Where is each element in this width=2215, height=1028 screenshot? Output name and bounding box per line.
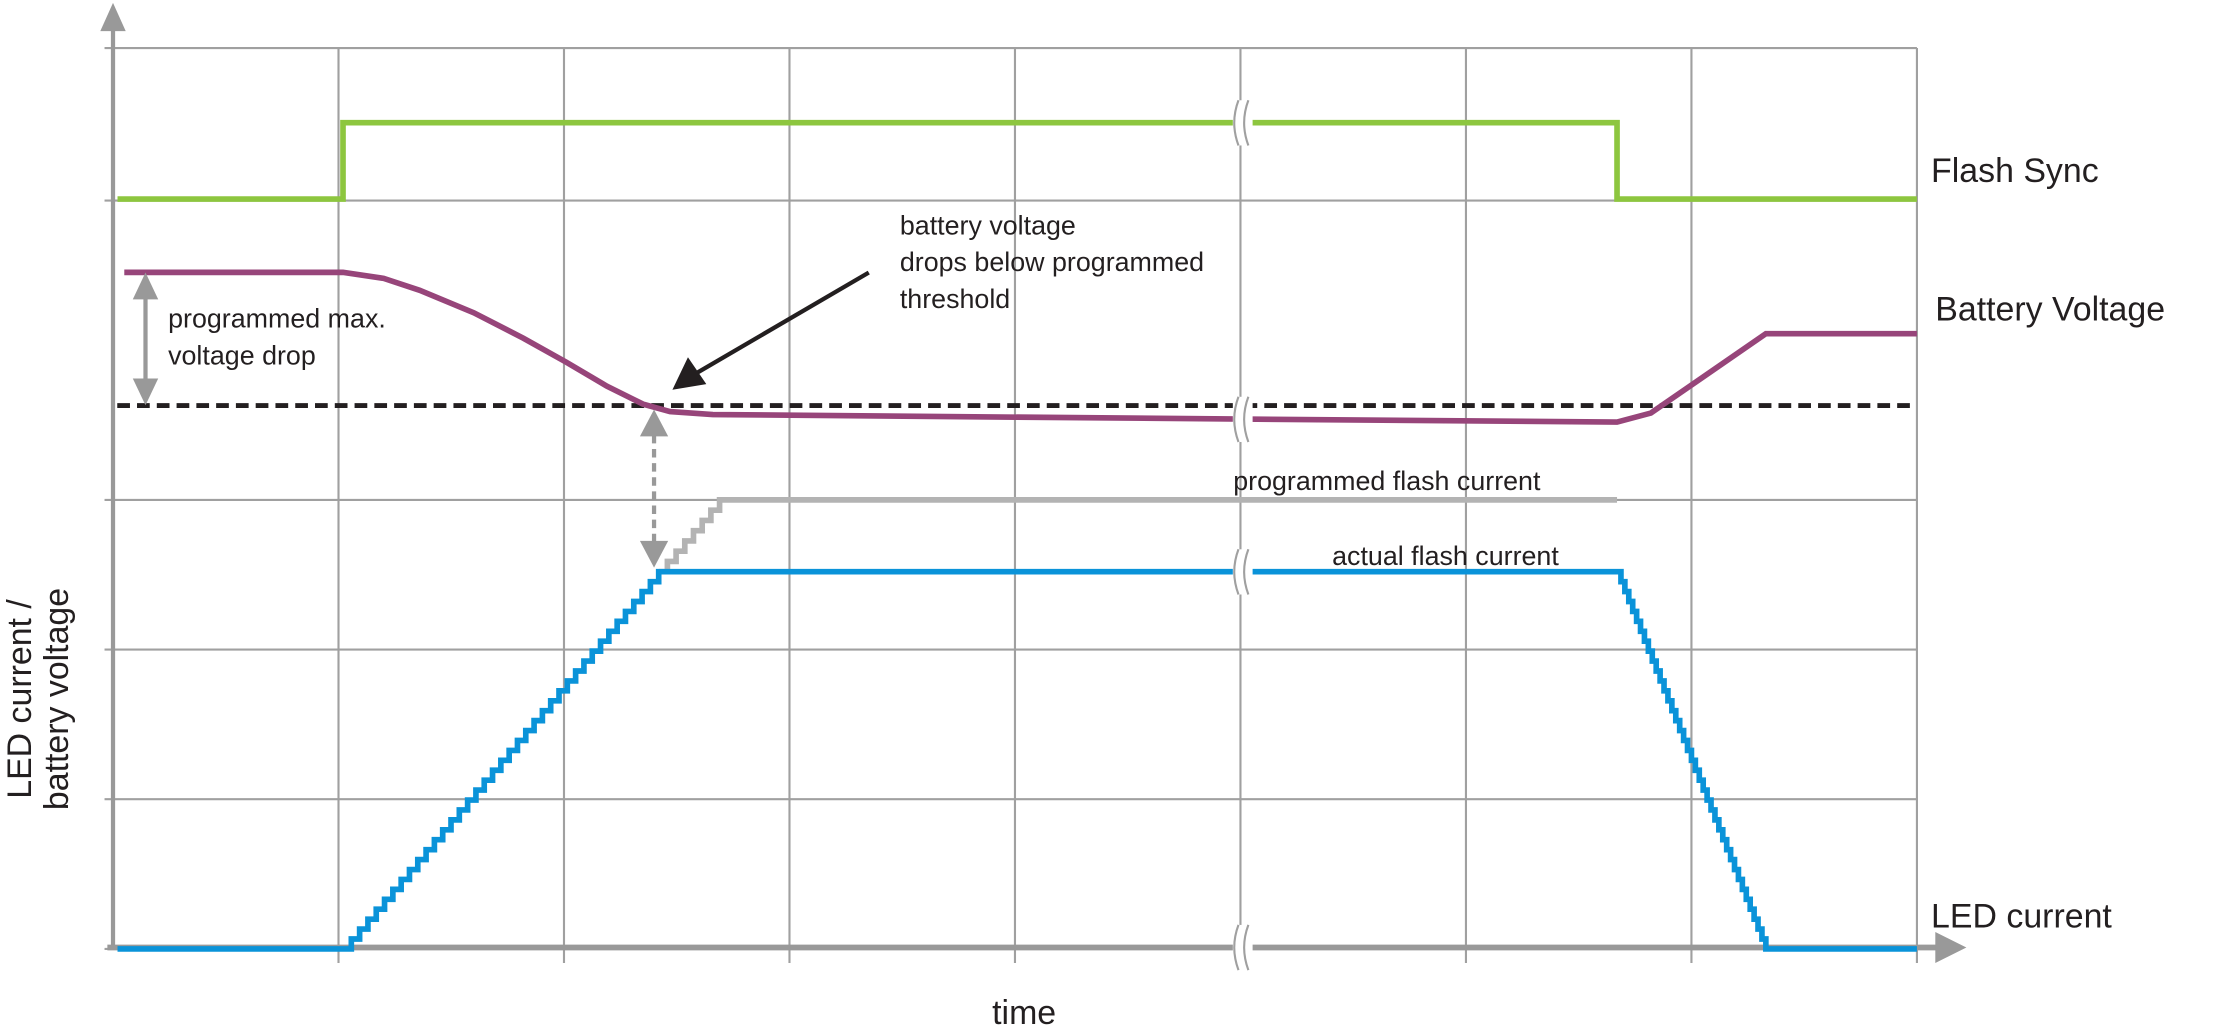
axis-break-mark [1233,924,1250,971]
axis-break-gap [1232,396,1253,442]
y-axis-arrow [100,2,126,32]
label-led-current: LED current [1931,898,2112,936]
series-line-actual-flash-current [117,568,1917,952]
series-line-battery-voltage [124,269,1917,425]
label-programmed-flash-current: programmed flash current [1233,466,1541,496]
axis-break-mark [1233,99,1250,146]
x-axis-label: time [992,994,1056,1028]
x-axis-arrow [1935,931,1967,964]
y-axis-label-line1: LED current / [1,599,39,799]
axis-break-gap [1232,100,1253,146]
y-axis-label: LED current / battery voltage [1,588,76,810]
annotation-threshold-1: battery voltage [900,210,1076,240]
annotation-max-drop-2: voltage drop [168,340,316,370]
grid [104,46,1918,964]
axis-breaks [1232,99,1253,971]
label-actual-flash-current: actual flash current [1332,541,1559,571]
annotation-max-drop-1: programmed max. [168,304,386,334]
y-axis-label-line2: battery voltage [38,588,76,810]
axis-break-gap [1232,549,1253,595]
annotation-threshold-3: threshold [900,284,1010,314]
axis-break-mark [1233,548,1250,595]
label-flash-sync: Flash Sync [1931,152,2099,190]
series-line-flash-sync [117,119,1917,202]
series-line-programmed-flash-current [658,497,1618,575]
axis-break-gap [1232,924,1253,971]
series-group [117,119,1917,952]
annotation-threshold-2: drops below programmed [900,247,1204,277]
axes [100,2,1967,964]
threshold-pointer-arrow [672,270,870,390]
headroom-dashed-arrow [639,409,669,568]
label-battery-voltage: Battery Voltage [1935,291,2165,329]
axis-break-mark [1233,396,1250,443]
max-drop-arrow [132,272,159,406]
